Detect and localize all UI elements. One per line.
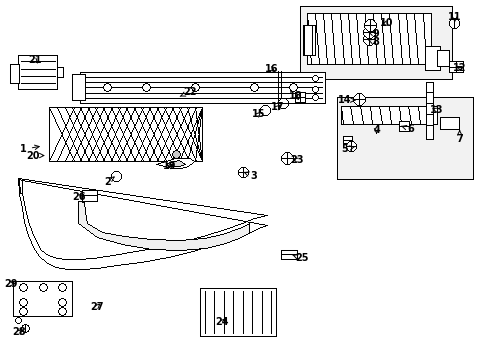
Text: 11: 11 xyxy=(447,12,461,22)
Text: 12: 12 xyxy=(452,63,466,73)
Text: 10: 10 xyxy=(379,18,392,28)
Text: 26: 26 xyxy=(72,192,86,202)
Text: 27: 27 xyxy=(90,302,103,312)
Text: 2: 2 xyxy=(104,177,114,187)
Text: 18: 18 xyxy=(288,91,302,102)
Text: 24: 24 xyxy=(215,317,229,327)
Text: 14: 14 xyxy=(337,95,354,105)
Text: 25: 25 xyxy=(292,253,308,264)
Text: 4: 4 xyxy=(372,125,379,135)
Text: 1: 1 xyxy=(20,144,39,154)
Text: 28: 28 xyxy=(13,327,26,337)
Text: 17: 17 xyxy=(270,102,284,112)
Text: 19: 19 xyxy=(163,161,177,171)
Text: 21: 21 xyxy=(28,55,42,66)
Text: 3: 3 xyxy=(244,171,256,181)
Text: 15: 15 xyxy=(251,109,264,120)
Text: 20: 20 xyxy=(26,150,44,161)
Text: 23: 23 xyxy=(290,155,304,165)
Text: 7: 7 xyxy=(455,130,462,144)
Text: 13: 13 xyxy=(428,105,442,115)
Text: 8: 8 xyxy=(368,37,378,48)
Text: 9: 9 xyxy=(368,29,378,39)
Text: 22: 22 xyxy=(180,87,196,97)
Text: 29: 29 xyxy=(4,279,18,289)
Text: 5: 5 xyxy=(341,144,353,154)
Text: 6: 6 xyxy=(401,124,413,134)
Text: 16: 16 xyxy=(264,64,278,74)
